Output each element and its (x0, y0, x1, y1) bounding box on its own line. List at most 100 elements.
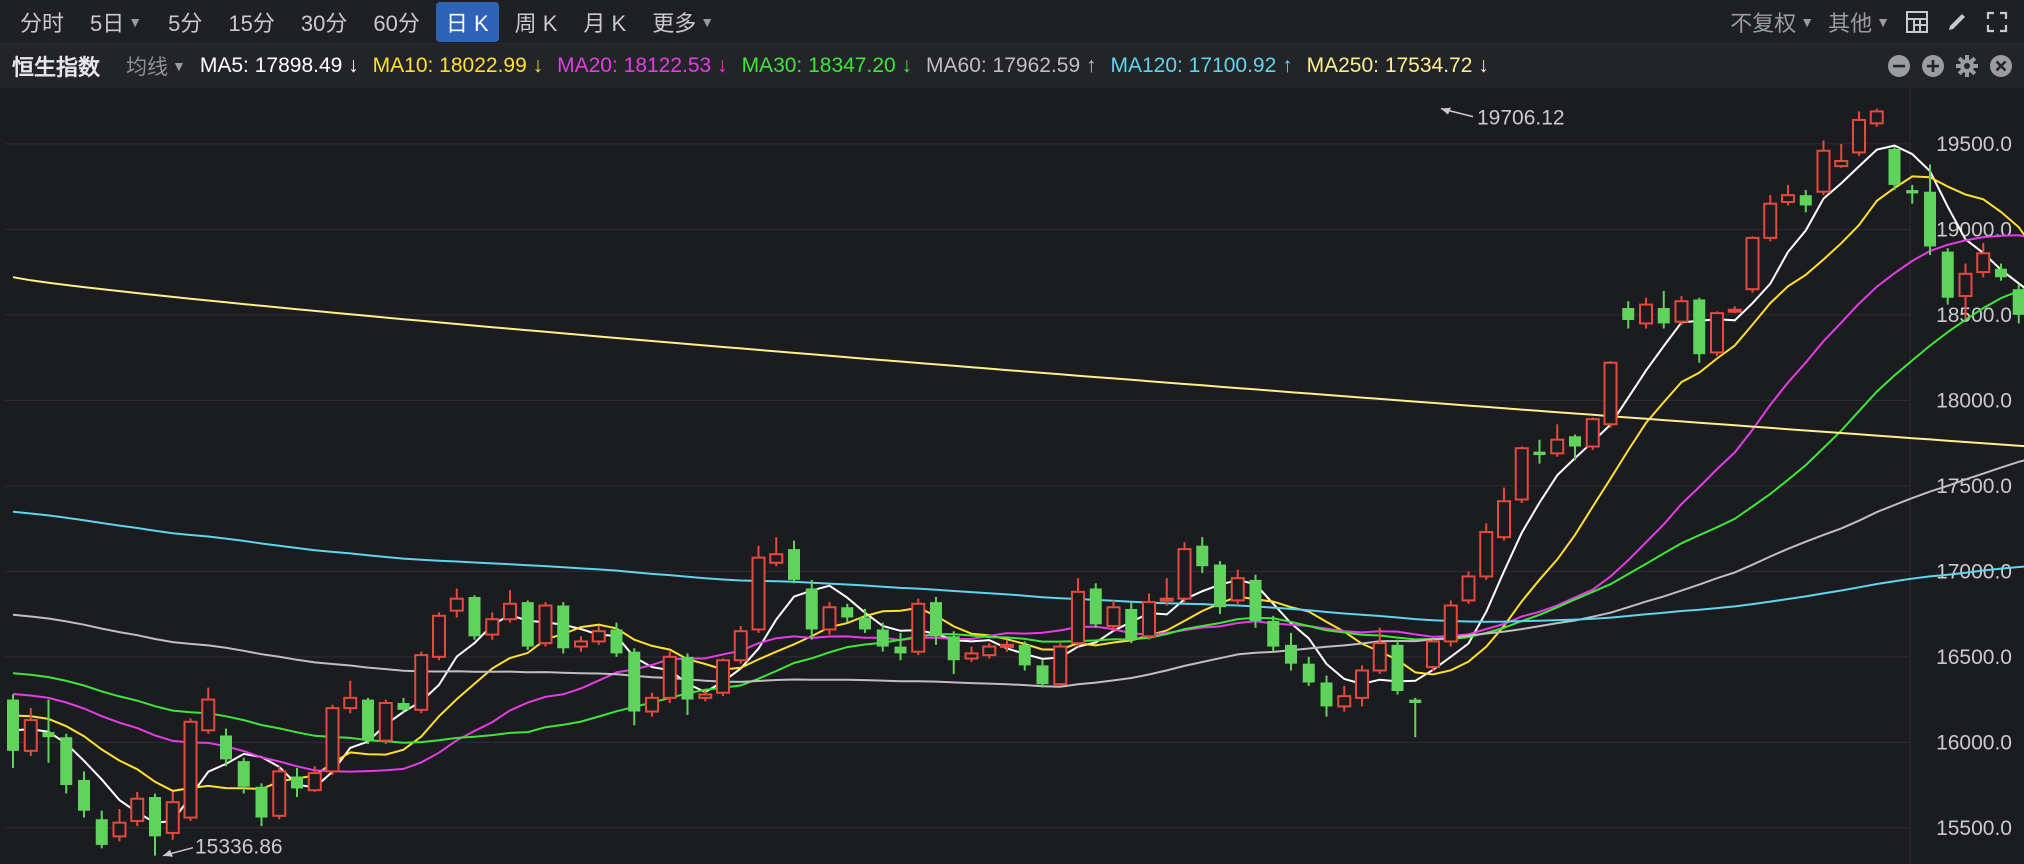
tab-9[interactable]: 更多 ▼ (642, 2, 724, 42)
y-tick-label: 16000.0 (1936, 731, 2012, 754)
candle-down (1533, 451, 1546, 456)
candle-up (1230, 577, 1245, 602)
tab-1[interactable]: 5日 ▼ (80, 2, 152, 42)
ma-type-select[interactable]: 均线 ▼ (126, 51, 186, 81)
candle-up (982, 645, 997, 657)
ma-legend-item: MA60: 17962.59 ↑ (926, 54, 1097, 77)
candle-up (1159, 597, 1174, 602)
layout-grid-icon[interactable] (1904, 9, 1930, 35)
candle-up (1550, 438, 1565, 455)
high-arrow-head (1441, 107, 1451, 115)
chevron-down-icon: ▼ (172, 58, 186, 74)
tab-4[interactable]: 30分 (291, 2, 357, 42)
tab-6[interactable]: 日 K (435, 2, 499, 42)
candle-up (1781, 194, 1795, 204)
candle-up (1958, 272, 1973, 298)
candle-down (1693, 299, 1706, 355)
candle-down (95, 819, 108, 845)
candle-up (1479, 531, 1494, 578)
candle-down (1214, 564, 1226, 608)
plus-circle-icon[interactable] (1920, 53, 1946, 79)
ma10-line (12, 175, 2024, 792)
candle-up (1514, 447, 1529, 501)
adjust-select[interactable]: 不复权 ▼ (1730, 6, 1814, 38)
tab-3[interactable]: 15分 (218, 2, 284, 42)
candle-down (1888, 149, 1901, 185)
tab-8[interactable]: 月 K (573, 2, 636, 42)
tab-label: 月 K (583, 11, 627, 36)
candle-down (628, 651, 641, 712)
candle-down (291, 776, 303, 789)
ma5-line (12, 144, 2024, 824)
chevron-down-icon: ▼ (1876, 14, 1890, 30)
candle-down (1657, 308, 1670, 324)
draw-pen-icon[interactable] (1944, 9, 1970, 35)
minus-circle-icon[interactable] (1886, 53, 1912, 79)
candle-up (751, 556, 766, 631)
candle-up (662, 655, 677, 699)
candle-down (1569, 436, 1581, 447)
candle-up (1426, 640, 1440, 669)
candle-up (1869, 110, 1884, 125)
candle-up (1852, 118, 1866, 154)
tab-7[interactable]: 周 K (505, 2, 568, 42)
candle-down (1285, 644, 1297, 664)
tab-2[interactable]: 5分 (158, 2, 212, 42)
candle-up (343, 696, 358, 710)
plot-background (0, 88, 2024, 864)
candle-up (130, 797, 145, 822)
candle-up (201, 698, 216, 732)
tab-label: 周 K (514, 11, 558, 36)
chevron-down-icon: ▼ (1800, 14, 1815, 30)
low-price-label: 15336.86 (195, 836, 283, 859)
candle-up (1976, 252, 1991, 274)
candle-down (521, 602, 534, 647)
tab-label: 5日 (90, 11, 125, 36)
candle-up (307, 772, 322, 792)
candle-up (769, 553, 784, 564)
candle-down (947, 636, 960, 661)
candle-down (78, 779, 90, 811)
candle-up (1177, 548, 1192, 600)
kline-chart[interactable]: 19500.019000.018500.018000.017500.017000… (0, 88, 2024, 864)
fullscreen-icon[interactable] (1984, 9, 2010, 35)
ma120-line (12, 510, 2024, 623)
gear-icon[interactable] (1954, 53, 1980, 79)
candle-down (397, 702, 410, 710)
candle-down (2012, 289, 2024, 315)
candle-down (1941, 251, 1954, 298)
candle-up (1763, 202, 1778, 239)
y-tick-label: 19500.0 (1936, 133, 2012, 156)
candle-down (1018, 644, 1031, 666)
candle-down (1036, 665, 1049, 685)
candle-down (1924, 191, 1936, 247)
candle-down (859, 617, 871, 630)
candle-down (894, 646, 907, 654)
ma-legend-item: MA250: 17534.72 ↓ (1306, 54, 1489, 77)
tab-label: 15分 (228, 11, 275, 36)
candle-up (378, 701, 393, 742)
candle-down (237, 761, 250, 787)
candle-down (1089, 588, 1102, 625)
candle-up (1443, 604, 1458, 643)
tab-0[interactable]: 分时 (10, 2, 74, 42)
ma20-line (12, 234, 2024, 773)
high-price-label: 19706.12 (1477, 107, 1565, 130)
candle-up (1000, 643, 1014, 648)
tab-label: 日 K (445, 11, 489, 36)
tab-label: 分时 (20, 11, 65, 36)
candle-down (362, 699, 374, 741)
tab-5[interactable]: 60分 (363, 2, 429, 42)
indicator-controls (1886, 44, 2014, 88)
other-select[interactable]: 其他 ▼ (1828, 6, 1890, 38)
low-arrow-head (163, 849, 173, 857)
candle-up (503, 602, 517, 621)
candle-up (23, 719, 38, 752)
close-icon[interactable] (1988, 53, 2014, 79)
candle-up (485, 618, 500, 636)
ma-legend: 恒生指数 均线 ▼ MA5: 17898.49 ↓ MA10: 18022.99 … (12, 44, 1503, 88)
ma60-line (12, 459, 2024, 688)
candle-down (1302, 663, 1315, 683)
candle-down (610, 629, 623, 654)
